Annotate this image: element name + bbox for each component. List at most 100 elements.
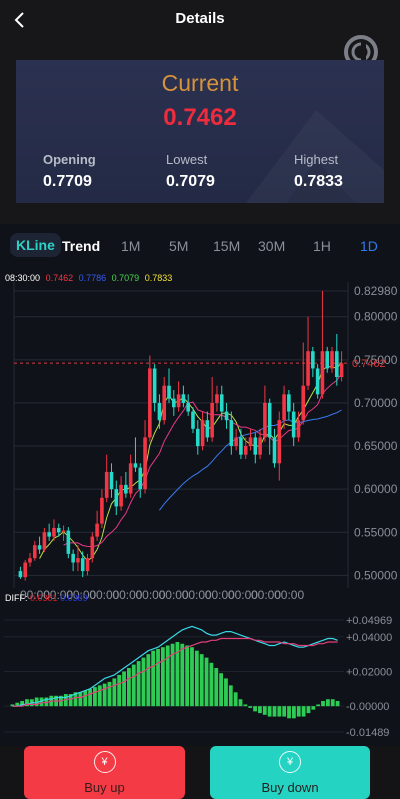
candle-body [32,545,37,559]
macd-bar [194,650,199,707]
macd-bar [15,702,20,707]
candle-body [263,402,267,438]
candle-body [61,530,66,533]
x-tick-label: 00:00 [112,588,142,602]
candle-body [76,558,80,563]
buy-down-button[interactable]: ¥ Buy down [210,746,370,799]
candle-body [42,532,47,550]
candle-body [287,394,291,412]
macd-bar [277,706,282,717]
candle-body [243,446,248,455]
macd-lines [12,625,338,707]
x-tick-label: 00:00 [159,588,189,602]
macd-bar [78,692,83,707]
candle-body [100,497,104,524]
diff-label: DIFF: [5,593,28,603]
macd-bar [243,704,248,707]
x-tick-label: 00:00 [43,588,73,602]
macd-chart[interactable]: +0.04969 +0.04000 +0.02000 -0.00000 -0.01489 [0,610,400,740]
macd-bar [160,647,165,707]
macd-bar [136,661,141,707]
y-tick-label: 0.80000 [354,310,398,324]
macd-bar [165,645,170,707]
macd-bar [233,692,238,707]
candle-body [23,562,27,578]
macd-bar [224,678,228,707]
macd-bar [185,645,190,707]
diff-value-1: 0.0381 [30,593,58,603]
kline-chart[interactable]: 0.82980 0.80000 0.75000 0.70000 0.65000 0.600… [0,282,400,612]
candle-body [195,428,200,447]
page-title: Details [175,10,225,27]
candle-body [133,463,138,468]
candle-body [234,437,238,447]
macd-bar [34,697,39,707]
macd-bar [316,704,321,707]
tab-1m[interactable]: 1M [121,238,141,254]
macd-bar [228,685,233,707]
candle-body [71,553,75,563]
tab-1d[interactable]: 1D [360,238,378,254]
tab-5m[interactable]: 5M [169,238,189,254]
macd-bar [63,694,68,707]
candle-body [56,527,61,533]
macd-bar [258,706,262,714]
macd-bar [88,688,92,707]
candle-body [148,368,152,438]
yen-up-icon: ¥ [93,750,116,773]
macd-bar [68,694,73,707]
macd-bar [330,699,335,707]
macd-bar [170,643,175,707]
candle-body [315,368,320,395]
current-label: Current [161,70,239,96]
candle-body [95,523,99,537]
macd-bar [209,662,214,707]
buy-up-label: Buy up [84,779,125,795]
macd-bar [97,685,102,707]
candle-body [239,437,243,455]
price-legend: 08:30:00 0.7462 0.7786 0.7079 0.7833 [5,273,175,283]
candle-body [18,571,23,578]
x-tick-label: 00:00 [205,588,235,602]
macd-bar [311,706,316,710]
kline-grid [13,282,349,588]
candle-body [104,471,109,498]
macd-bar [296,706,301,717]
x-tick-label: 00:00 [182,588,212,602]
candle-body [143,437,147,490]
tab-30m[interactable]: 30M [258,238,286,254]
macd-y-tick-label: +0.04969 [346,615,392,627]
candle-body [219,394,224,412]
tab-trend[interactable]: Trend [62,238,101,254]
lowest-label: Lowest [166,152,208,167]
candle-body [339,363,344,378]
macd-bar [267,706,272,717]
candle-body [229,420,234,447]
candle-body [181,394,186,403]
y-tick-label: 0.70000 [354,396,398,410]
candle-body [277,420,282,464]
macd-bar [83,690,88,707]
candle-body [172,398,176,408]
tab-15m[interactable]: 15M [213,238,241,254]
highest-value: 0.7833 [294,173,343,190]
x-tick-label: 00:00 [251,588,281,602]
lowest-stat: Lowest 0.7079 [166,152,276,191]
back-button[interactable] [8,8,32,32]
candle-body [215,394,219,403]
diff-value-2: 0.0389 [60,593,88,603]
x-tick-label: 00:00 [274,588,304,602]
macd-bar [291,706,296,719]
y-tick-label: 0.60000 [354,482,398,496]
lowest-value: 0.7079 [166,173,215,190]
ma5-line [39,361,342,562]
candle-body [320,351,325,395]
candle-body [267,402,272,438]
macd-bar [73,692,78,707]
tab-kline[interactable]: KLine [10,233,61,257]
x-tick-label: 00:00 [20,588,50,602]
candle-body [80,558,85,572]
buy-up-button[interactable]: ¥ Buy up [24,746,185,799]
macd-bar [131,664,136,707]
tab-1h[interactable]: 1H [313,238,331,254]
